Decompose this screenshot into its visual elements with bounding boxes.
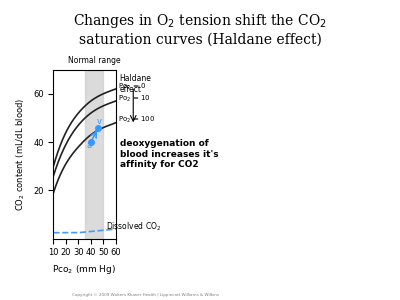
Text: Po$_2$ = 0: Po$_2$ = 0 [118,81,146,92]
Text: Haldane
effect: Haldane effect [120,74,151,94]
Text: Po$_2$ = 100: Po$_2$ = 100 [118,115,155,125]
Text: deoxygenation of
blood increases it's
affinity for CO2: deoxygenation of blood increases it's af… [120,139,218,169]
Text: Normal range: Normal range [68,56,120,65]
Y-axis label: CO$_2$ content (mL/dL blood): CO$_2$ content (mL/dL blood) [15,98,28,211]
Text: Copyright © 2009 Wolters Kluwer Health | Lippincott Williams & Wilkins: Copyright © 2009 Wolters Kluwer Health |… [72,293,219,297]
Text: Dissolved CO$_2$: Dissolved CO$_2$ [106,220,161,233]
Text: Po$_2$ = 10: Po$_2$ = 10 [118,94,151,104]
Text: Changes in O$_2$ tension shift the CO$_2$: Changes in O$_2$ tension shift the CO$_2… [73,12,327,30]
Text: v: v [97,117,102,126]
Bar [84,70,103,239]
Text: saturation curves (Haldane effect): saturation curves (Haldane effect) [78,33,322,47]
Text: a: a [86,141,92,150]
X-axis label: Pco$_2$ (mm Hg): Pco$_2$ (mm Hg) [52,263,117,276]
